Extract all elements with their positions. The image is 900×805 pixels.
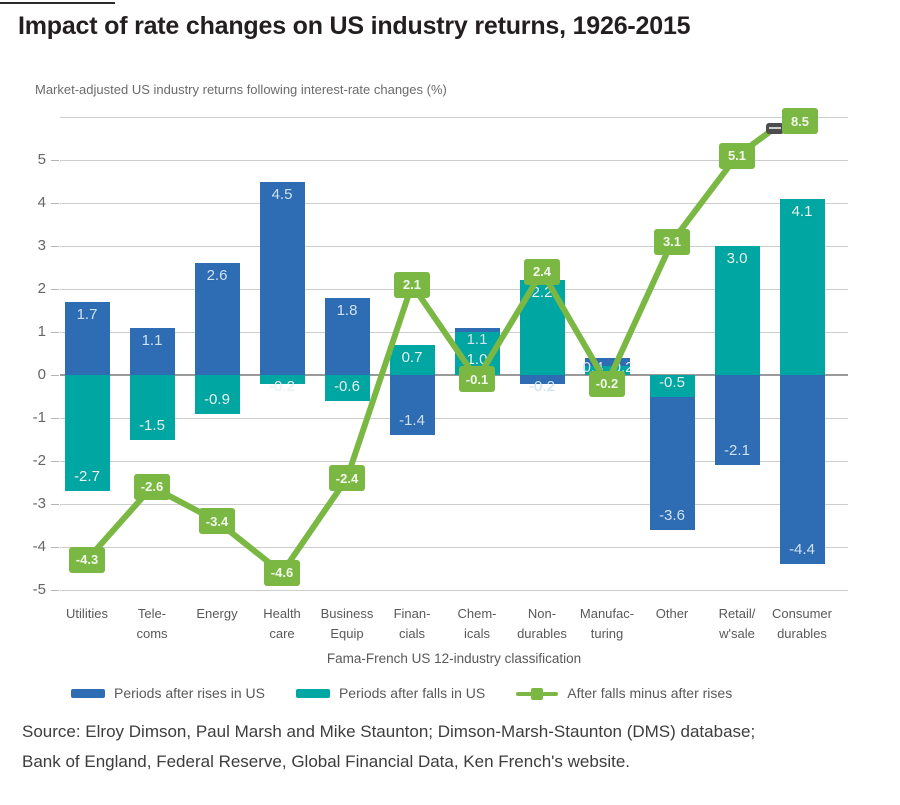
y-axis-tick (51, 461, 59, 462)
y-axis-tick (51, 289, 59, 290)
y-axis-tick (51, 203, 59, 204)
diff-point-label: 8.5 (782, 108, 818, 134)
y-axis-tick-label: 0 (37, 366, 46, 383)
legend-item-rises: Periods after rises in US (71, 685, 265, 701)
y-axis-tick (51, 504, 59, 505)
bar-value-label: 1.8 (336, 301, 358, 319)
bar-value-label: -0.5 (659, 373, 685, 391)
diff-point-label: -0.2 (589, 370, 625, 397)
bar-value-label: -0.9 (204, 390, 230, 408)
x-axis-category-label: Manufac- turing (579, 606, 635, 642)
y-axis-tick-label: -2 (32, 452, 46, 469)
bar-value-label: 2.2 (531, 284, 553, 302)
x-axis-category-label: Chem- icals (457, 606, 497, 642)
falls-swatch-icon (295, 688, 330, 698)
y-axis-tick-label: -4 (32, 538, 46, 555)
y-axis-tick-label: -5 (32, 581, 46, 598)
bar-value-label: 1.7 (76, 305, 98, 323)
line-clip-marker-icon (766, 123, 784, 134)
bar-value-label: -0.2 (529, 378, 555, 395)
crop-artifact-line (0, 2, 115, 4)
x-axis-category-label: Health care (263, 606, 301, 642)
x-axis-category-label: Other (655, 606, 689, 621)
bar-value-label: 1.1 (466, 330, 488, 348)
bar-rises-4 (259, 181, 305, 375)
diff-point-label: -2.4 (329, 465, 365, 492)
y-axis-tick-label: 4 (37, 194, 46, 211)
bar-value-label: 3.0 (726, 250, 748, 267)
bar-value-label: -4.4 (789, 541, 815, 559)
legend-label-diff: After falls minus after rises (567, 685, 733, 701)
x-axis-category-label: Energy (196, 606, 238, 621)
legend-label-falls: Periods after falls in US (338, 685, 486, 701)
y-axis-tick (51, 332, 59, 333)
diff-point-label: -4.6 (264, 559, 300, 586)
diff-point-label: -0.1 (459, 366, 495, 393)
y-axis-tick (51, 160, 59, 161)
y-axis-tick (51, 375, 59, 376)
y-axis-tick-label: 1 (37, 323, 46, 340)
source-text-line-2: Bank of England, Federal Reserve, Global… (22, 752, 631, 771)
y-axis-tick (51, 547, 59, 548)
bar-value-label: 4.1 (791, 202, 813, 220)
bar-value-label: -0.2 (269, 378, 295, 395)
bar-value-label: -0.6 (334, 377, 360, 395)
bar-value-label: 2.6 (206, 267, 228, 285)
gridline (60, 203, 848, 204)
page-title: Impact of rate changes on US industry re… (18, 12, 691, 40)
legend-label-rises: Periods after rises in US (114, 685, 265, 701)
y-axis-tick-label: 5 (37, 151, 46, 168)
x-axis-category-label: Non- durables (517, 606, 567, 642)
y-axis-tick (51, 590, 59, 591)
bar-value-label: 1.0 (466, 350, 488, 368)
bar-value-label: 1.1 (141, 331, 163, 349)
bar-value-label: 0.7 (401, 348, 423, 366)
y-axis-tick-label: -3 (32, 495, 46, 512)
y-axis-tick-label: 3 (37, 237, 46, 254)
x-axis-category-label: Finan- cials (393, 606, 431, 642)
x-axis-title: Fama-French US 12-industry classificatio… (326, 651, 582, 666)
diff-point-label: -4.3 (69, 546, 105, 573)
x-axis-category-label: Consumer durables (772, 606, 832, 642)
gridline (60, 590, 848, 591)
x-axis-category-label: Retail/ w'sale (718, 606, 756, 642)
y-axis-tick-label: 2 (37, 280, 46, 297)
x-axis-category-label: Business Equip (320, 606, 374, 642)
source-text-line-1: Source: Elroy Dimson, Paul Marsh and Mik… (22, 722, 756, 741)
bar-value-label: -1.4 (399, 412, 425, 430)
diff-point-label: 2.1 (394, 271, 430, 298)
chart-legend: Periods after rises in US Periods after … (71, 685, 732, 701)
bar-falls-12 (779, 198, 825, 375)
legend-item-diff: After falls minus after rises (516, 685, 732, 701)
chart-subtitle: Market-adjusted US industry returns foll… (35, 82, 447, 97)
gridline (60, 117, 848, 118)
gridline (60, 547, 848, 548)
y-axis-tick-label: -1 (32, 409, 46, 426)
x-axis-category-label: Tele- coms (136, 606, 168, 642)
bar-value-label: -1.5 (139, 416, 165, 434)
diff-point-label: 5.1 (719, 142, 755, 169)
x-axis-category-label: Utilities (66, 606, 108, 621)
diff-point-label: 3.1 (654, 228, 690, 255)
bar-value-label: -3.6 (659, 506, 685, 524)
bar-rises-12 (779, 375, 825, 565)
y-axis-tick (51, 246, 59, 247)
bar-value-label: 4.5 (271, 185, 293, 203)
legend-item-falls: Periods after falls in US (295, 685, 486, 701)
diff-point-label: -3.4 (199, 508, 235, 535)
y-axis-tick (51, 418, 59, 419)
bar-value-label: -2.1 (724, 442, 750, 460)
diff-point-label: 2.4 (524, 258, 560, 285)
diff-line-swatch-icon (516, 687, 559, 700)
bar-value-label: -2.7 (74, 468, 100, 486)
gridline (60, 504, 848, 505)
rises-swatch-icon (71, 688, 105, 698)
diff-point-label: -2.6 (134, 473, 170, 500)
